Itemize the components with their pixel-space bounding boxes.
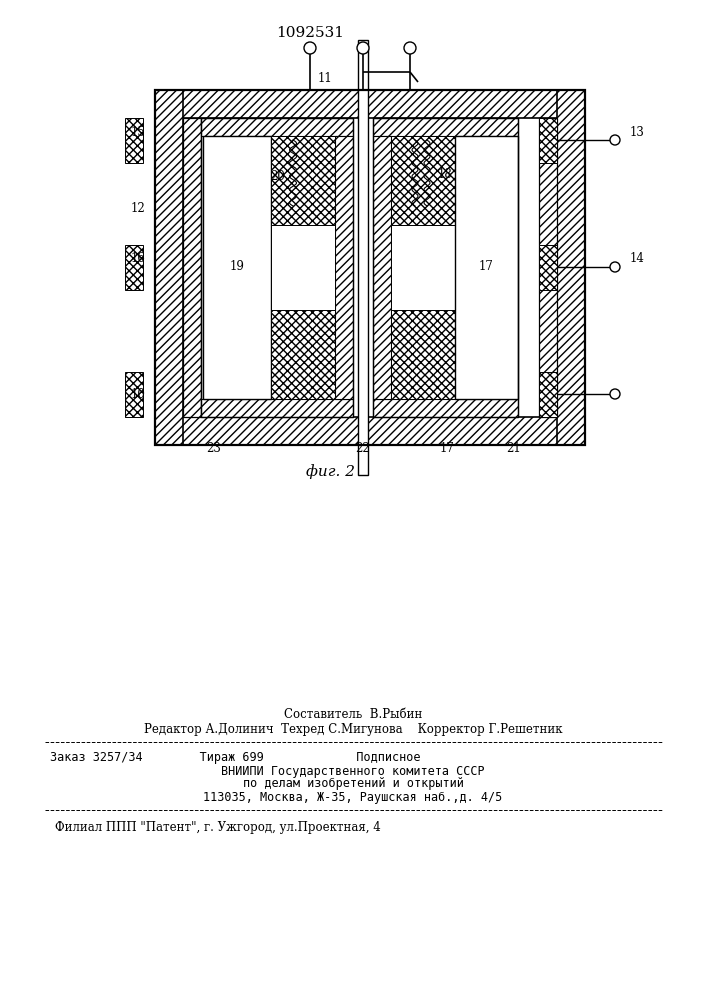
Text: 18: 18 (438, 167, 452, 180)
Text: 16: 16 (130, 252, 145, 265)
Bar (539, 118, 557, 417)
Bar (539, 372, 557, 417)
Text: Заказ 3257/34        Тираж 699             Подписное: Заказ 3257/34 Тираж 699 Подписное (50, 752, 421, 764)
Circle shape (404, 42, 416, 54)
Bar (271, 136, 335, 225)
Bar (183, 118, 201, 417)
Text: 23: 23 (206, 442, 221, 456)
Circle shape (304, 42, 316, 54)
Circle shape (610, 262, 620, 272)
Text: 1092531: 1092531 (276, 26, 344, 40)
Bar (539, 245, 557, 290)
Bar (335, 136, 353, 399)
Text: Составитель  В.Рыбин: Составитель В.Рыбин (284, 708, 422, 720)
Bar (203, 136, 271, 399)
Bar (455, 136, 518, 399)
Bar (391, 225, 455, 310)
Bar (373, 136, 391, 399)
Bar (201, 118, 353, 417)
Text: по делам изобретений и открытий: по делам изобретений и открытий (243, 778, 463, 790)
Bar (271, 310, 335, 399)
Bar (201, 399, 353, 417)
Circle shape (610, 135, 620, 145)
Text: Филиал ППП "Патент", г. Ужгород, ул.Проектная, 4: Филиал ППП "Патент", г. Ужгород, ул.Прое… (55, 822, 381, 834)
Bar (125, 372, 143, 417)
Text: 17: 17 (440, 442, 455, 456)
Bar (358, 40, 368, 475)
Bar (125, 245, 143, 290)
Text: 12: 12 (130, 202, 145, 215)
Bar (155, 417, 585, 445)
Text: 20: 20 (271, 169, 286, 182)
Bar (539, 118, 557, 163)
Text: 21: 21 (507, 442, 521, 456)
Text: 113035, Москва, Ж-35, Раушская наб.,д. 4/5: 113035, Москва, Ж-35, Раушская наб.,д. 4… (204, 790, 503, 804)
Bar (391, 310, 455, 399)
Text: 13: 13 (630, 125, 645, 138)
Text: ВНИИПИ Государственного комитета СССР: ВНИИПИ Государственного комитета СССР (221, 764, 485, 778)
Bar (391, 136, 455, 225)
Bar (557, 90, 585, 445)
Bar (373, 399, 518, 417)
Text: 19: 19 (230, 260, 245, 273)
Bar (373, 118, 518, 417)
Text: фиг. 2: фиг. 2 (305, 465, 354, 479)
Bar (125, 118, 143, 163)
Bar (271, 225, 335, 310)
Bar (373, 118, 518, 136)
Text: Редактор А.Долинич  Техред С.Мигунова    Корректор Г.Решетник: Редактор А.Долинич Техред С.Мигунова Кор… (144, 722, 562, 736)
Bar (201, 118, 353, 136)
Circle shape (610, 389, 620, 399)
Text: 14: 14 (630, 252, 645, 265)
Text: 11: 11 (318, 72, 333, 85)
Text: 17: 17 (479, 260, 493, 273)
Bar (155, 90, 183, 445)
Text: 10: 10 (130, 387, 145, 400)
Bar (155, 90, 585, 445)
Text: 22: 22 (356, 442, 370, 456)
Bar (155, 90, 585, 118)
Text: 15: 15 (130, 125, 145, 138)
Circle shape (357, 42, 369, 54)
